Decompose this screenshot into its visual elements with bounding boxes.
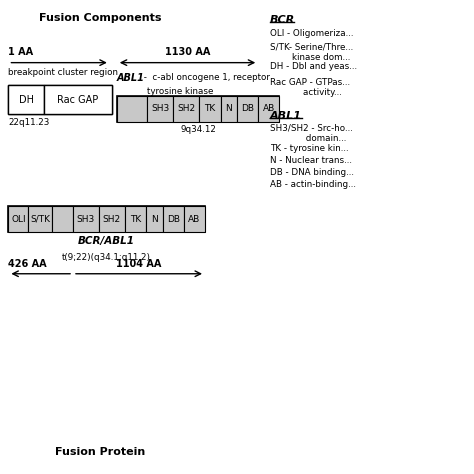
Text: Fusion Protein: Fusion Protein xyxy=(55,447,146,456)
Text: BCR/ABL1: BCR/ABL1 xyxy=(78,236,135,246)
Text: AB: AB xyxy=(263,104,275,113)
FancyBboxPatch shape xyxy=(173,96,199,121)
Text: Rac GAP - GTPas...
            activity...: Rac GAP - GTPas... activity... xyxy=(270,78,350,97)
Text: SH2: SH2 xyxy=(103,215,121,224)
Text: S/TK- Serine/Thre...
        kinase dom...: S/TK- Serine/Thre... kinase dom... xyxy=(270,43,353,62)
Text: 1104 AA: 1104 AA xyxy=(116,259,162,269)
Text: t(9;22)(q34.1;q11.2): t(9;22)(q34.1;q11.2) xyxy=(62,253,151,262)
Text: AB - actin-binding...: AB - actin-binding... xyxy=(270,181,356,190)
Text: TK: TK xyxy=(130,215,141,224)
FancyBboxPatch shape xyxy=(199,96,220,121)
Text: -  c-abl oncogene 1, receptor: - c-abl oncogene 1, receptor xyxy=(141,73,270,82)
Text: Rac GAP: Rac GAP xyxy=(57,95,99,105)
Text: OLI - Oligomeriza...: OLI - Oligomeriza... xyxy=(270,29,354,38)
FancyBboxPatch shape xyxy=(117,96,279,121)
FancyBboxPatch shape xyxy=(125,206,146,232)
FancyBboxPatch shape xyxy=(237,96,258,121)
Text: DH - Dbl and yeas...: DH - Dbl and yeas... xyxy=(270,62,357,71)
Text: Fusion Components: Fusion Components xyxy=(39,13,162,23)
Text: SH3: SH3 xyxy=(77,215,95,224)
FancyBboxPatch shape xyxy=(99,206,125,232)
FancyBboxPatch shape xyxy=(147,96,173,121)
Text: N: N xyxy=(151,215,158,224)
FancyBboxPatch shape xyxy=(9,206,28,232)
FancyBboxPatch shape xyxy=(28,206,52,232)
Text: DB - DNA binding...: DB - DNA binding... xyxy=(270,168,354,177)
Text: AB: AB xyxy=(188,215,201,224)
Text: 1130 AA: 1130 AA xyxy=(165,47,210,57)
Text: ABL1: ABL1 xyxy=(270,111,302,121)
Text: TK - tyrosine kin...: TK - tyrosine kin... xyxy=(270,144,348,153)
FancyBboxPatch shape xyxy=(184,206,205,232)
Text: S/TK: S/TK xyxy=(30,215,50,224)
Text: TK: TK xyxy=(204,104,216,113)
Text: 22q11.23: 22q11.23 xyxy=(9,118,50,127)
Text: OLI: OLI xyxy=(11,215,26,224)
Text: breakpoint cluster region: breakpoint cluster region xyxy=(9,68,118,77)
Text: BCR: BCR xyxy=(270,15,295,25)
Text: N - Nuclear trans...: N - Nuclear trans... xyxy=(270,156,352,165)
FancyBboxPatch shape xyxy=(146,206,163,232)
Text: SH3/SH2 - Src-ho...
             domain...: SH3/SH2 - Src-ho... domain... xyxy=(270,124,353,143)
FancyBboxPatch shape xyxy=(9,85,112,115)
FancyBboxPatch shape xyxy=(9,206,205,232)
FancyBboxPatch shape xyxy=(163,206,184,232)
FancyBboxPatch shape xyxy=(9,85,44,115)
FancyBboxPatch shape xyxy=(258,96,279,121)
Text: tyrosine kinase: tyrosine kinase xyxy=(147,87,214,96)
FancyBboxPatch shape xyxy=(52,206,73,232)
Text: SH2: SH2 xyxy=(177,104,195,113)
Text: ABL1: ABL1 xyxy=(117,73,145,83)
Text: N: N xyxy=(225,104,232,113)
Text: DB: DB xyxy=(241,104,254,113)
Text: DB: DB xyxy=(167,215,180,224)
Text: DH: DH xyxy=(18,95,34,105)
Text: 9q34.12: 9q34.12 xyxy=(180,125,216,134)
FancyBboxPatch shape xyxy=(117,96,147,121)
Text: 426 AA: 426 AA xyxy=(9,259,47,269)
Text: 1 AA: 1 AA xyxy=(9,47,34,57)
FancyBboxPatch shape xyxy=(220,96,237,121)
Text: SH3: SH3 xyxy=(151,104,170,113)
FancyBboxPatch shape xyxy=(73,206,99,232)
FancyBboxPatch shape xyxy=(44,85,112,115)
